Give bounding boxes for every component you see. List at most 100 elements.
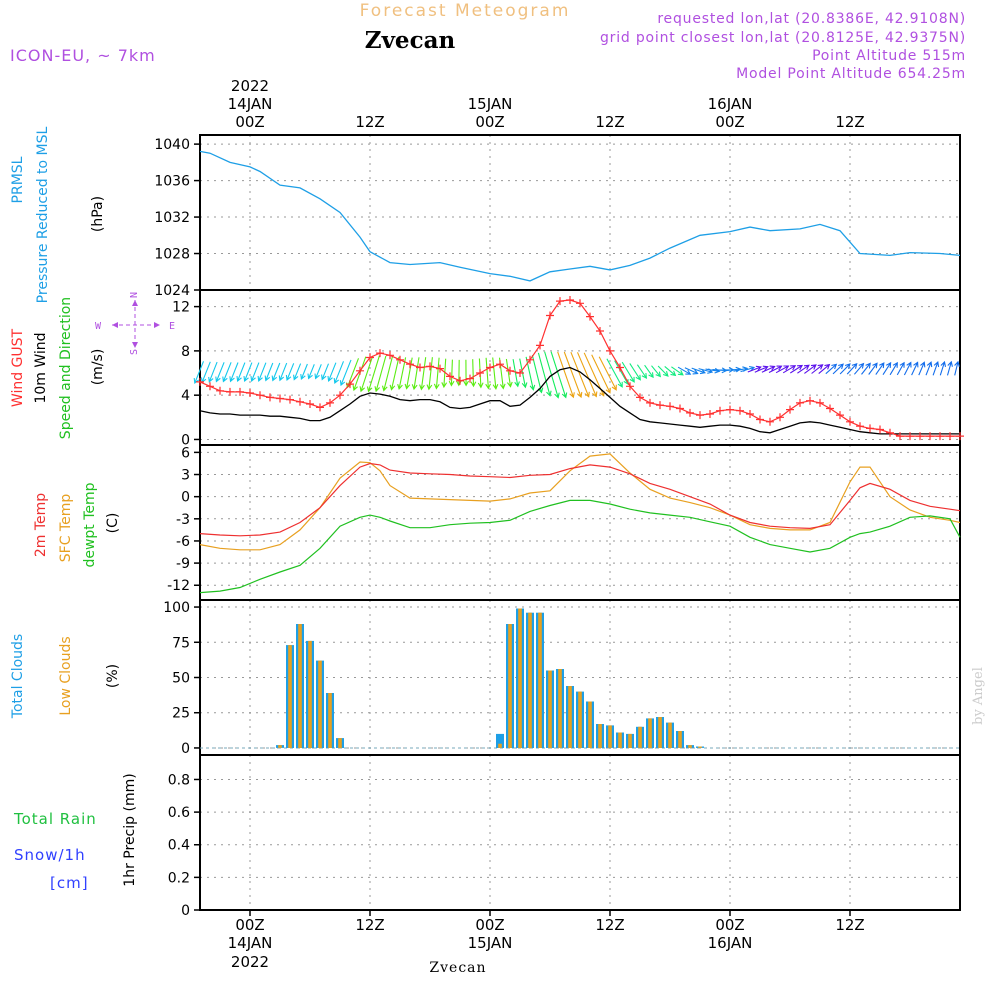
gust-marker xyxy=(306,400,314,408)
gust-marker xyxy=(936,432,944,441)
bottom-hour-label: 12Z xyxy=(595,916,624,934)
gust-marker xyxy=(686,408,694,417)
low-cloud-bar xyxy=(278,745,282,748)
wind-arrow xyxy=(339,359,352,387)
low-cloud-bar xyxy=(658,717,662,748)
low-clouds-label: Low Clouds xyxy=(58,636,74,715)
wind-arrow xyxy=(470,359,477,388)
wind10m-label: 10m Wind xyxy=(33,332,49,403)
low-cloud-bar xyxy=(498,743,502,748)
gust-marker xyxy=(406,360,414,369)
wind-arrow xyxy=(861,362,871,375)
wind-arrow xyxy=(804,364,817,374)
gust-marker xyxy=(376,349,384,358)
station-title: Zvecan xyxy=(365,27,456,54)
gust-marker xyxy=(336,391,344,400)
precip-unit: 1hr Precip (mm) xyxy=(122,773,138,886)
gust-marker xyxy=(576,299,584,308)
low-cloud-bar xyxy=(298,624,302,748)
low-cloud-bar xyxy=(578,691,582,748)
bottom-date-label: 16JAN xyxy=(708,934,753,952)
wind-arrow xyxy=(525,356,536,391)
precip-frame xyxy=(199,754,961,911)
gust-marker xyxy=(316,403,324,412)
gust-marker xyxy=(656,401,664,410)
wind-direction-arrows xyxy=(193,351,960,399)
gust-marker xyxy=(466,374,474,383)
precip-ytick-label: 0.6 xyxy=(168,805,190,821)
wind-arrow xyxy=(215,362,225,383)
wind-arrow xyxy=(397,357,407,391)
temp-ytick-label: -9 xyxy=(176,556,190,572)
top-hour-label: 12Z xyxy=(835,113,864,131)
wind-arrow xyxy=(557,351,575,399)
clouds-ytick-label: 0 xyxy=(181,741,190,757)
wind-arrow xyxy=(321,363,330,381)
pressure-unit: (hPa) xyxy=(90,196,106,232)
wind-arrow xyxy=(790,364,804,374)
low-cloud-bar xyxy=(538,612,542,748)
bottom-hour-label: 00Z xyxy=(475,916,504,934)
wind10m-line xyxy=(199,366,960,435)
gust-marker xyxy=(206,382,214,391)
precip-panel: 0 0.2 0.4 0.6 0.8 xyxy=(168,754,961,919)
wind-arrow xyxy=(726,366,742,373)
sfc-temp-label: SFC Temp xyxy=(58,494,74,563)
wind-arrow xyxy=(278,362,288,382)
gust-marker xyxy=(266,393,274,402)
wind-arrow xyxy=(918,361,926,376)
temp-ytick-label: -12 xyxy=(167,578,190,594)
wind-arrow xyxy=(411,357,420,391)
wind-panel: 0 4 8 12 xyxy=(172,289,964,448)
gust-marker xyxy=(676,404,684,413)
wind-arrow xyxy=(677,366,692,375)
temp-frame xyxy=(199,444,961,601)
gust-marker xyxy=(536,341,544,350)
gust-marker xyxy=(256,391,264,400)
low-cloud-bar xyxy=(558,669,562,748)
wind-arrow xyxy=(775,365,790,374)
precip-side-labels: Total Rain Snow/1h [cm] 1hr Precip (mm) xyxy=(13,773,138,892)
low-cloud-bar xyxy=(678,731,682,748)
wind-arrow xyxy=(448,359,455,387)
clouds-side-labels: Total Clouds Low Clouds (%) xyxy=(10,634,121,719)
gust-marker xyxy=(436,364,444,373)
gust-marker xyxy=(496,360,504,369)
gust-marker xyxy=(396,355,404,364)
compass-n: N xyxy=(129,292,140,298)
gust-marker xyxy=(426,362,434,371)
top-date-label: 16JAN xyxy=(708,95,753,113)
low-cloud-bar xyxy=(638,726,642,748)
pressure-label-1: PRMSL xyxy=(10,156,26,203)
temp-ytick-label: 3 xyxy=(181,468,190,484)
wind-arrow xyxy=(644,364,654,379)
wind-arrow xyxy=(307,364,315,380)
temp-ytick-label: -6 xyxy=(176,534,190,550)
wind-arrow xyxy=(740,365,756,373)
wind-arrow xyxy=(782,365,797,374)
compass-arrowheads xyxy=(112,300,160,348)
watermark: by Angel xyxy=(971,667,986,725)
low-cloud-bar xyxy=(668,722,672,748)
gust-marker xyxy=(836,411,844,420)
gust-marker xyxy=(296,397,304,406)
bottom-time-axis: 00Z 12Z 00Z 12Z 00Z 12Z 14JAN 15JAN 16JAN 2022 xyxy=(228,910,865,971)
wind-arrow xyxy=(222,362,232,383)
wind-arrow xyxy=(839,363,851,375)
gust-marker xyxy=(696,411,704,420)
top-hour-label: 00Z xyxy=(235,113,264,131)
bottom-date-label: 14JAN xyxy=(228,934,273,952)
precip-ytick-label: 0.4 xyxy=(168,838,190,854)
wind-direction-label: Speed and Direction xyxy=(58,297,74,439)
wind-ytick-label: 12 xyxy=(172,300,190,316)
wind-arrow xyxy=(419,357,427,391)
wind-compass: W E N S xyxy=(95,292,175,355)
gust-marker xyxy=(726,405,734,414)
gust-marker xyxy=(556,297,564,306)
wind-arrow xyxy=(797,364,810,374)
low-cloud-bar xyxy=(528,612,532,748)
low-cloud-bar xyxy=(688,745,692,748)
precip-ytick-label: 0 xyxy=(181,903,190,919)
wind-arrow xyxy=(939,360,947,376)
snow-label: Snow/1h xyxy=(14,846,86,864)
